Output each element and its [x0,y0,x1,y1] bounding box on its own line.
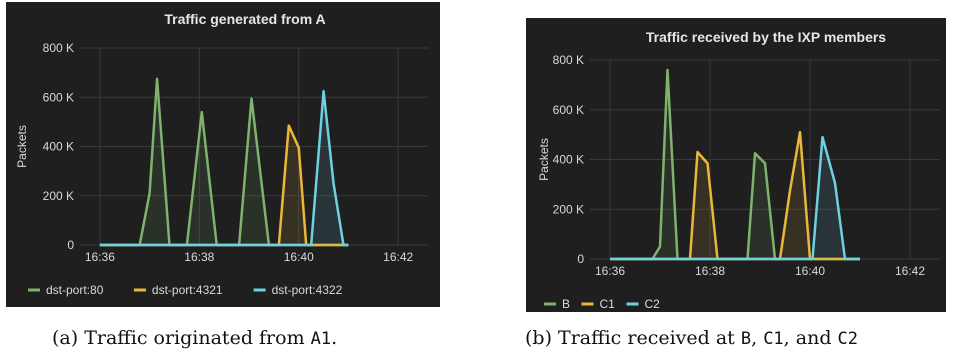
chart-title: Traffic generated from A [164,11,325,27]
caption-b: (b) Traffic received at B, C1, and C2 [525,327,858,349]
x-tick-label: 16:36 [595,264,625,278]
series-line-dst-port:4322 [99,89,349,247]
y-tick-label: 200 K [553,202,584,216]
caption-b-sep-2: , and [783,327,838,349]
caption-b-code-1: B [740,329,752,349]
chart-panel-b: 0 200 K 400 K 600 K 800 K 16:36 16:38 16:40 16:4… [526,18,946,312]
series-line-C2 [610,135,860,261]
legend-label: B [562,297,570,311]
y-axis-label: Packets [537,138,551,181]
legend-label: C2 [645,297,661,311]
caption-b-code-3: C2 [837,329,859,349]
y-tick-label: 600 K [553,103,584,117]
x-tick-label: 16:40 [795,264,825,278]
y-tick-label: 400 K [553,153,584,167]
series-area-dst-port:4321 [99,125,349,245]
y-tick-label: 400 K [43,140,74,154]
x-tick-label: 16:42 [895,264,925,278]
caption-a: (a) Traffic originated from A1. [52,327,337,349]
x-tick-label: 16:40 [284,250,314,264]
x-tick-label: 16:42 [383,250,413,264]
legend-item: C2 [626,297,661,311]
series-area-C1 [610,132,860,259]
legend-item: dst-port:4321 [133,283,223,297]
chart-a: 0 200 K 400 K 600 K 800 K 16:36 16:38 16:40 16:4… [15,11,428,297]
legend-item: dst-port:80 [28,283,104,297]
chart-panel-a: 0 200 K 400 K 600 K 800 K 16:36 16:38 16:40 16:4… [6,2,440,307]
caption-b-code-2: C1 [763,329,784,349]
chart-title: Traffic received by the IXP members [646,29,886,45]
legend-label: dst-port:4322 [272,283,343,297]
y-tick-label: 200 K [43,189,74,203]
legend-item: dst-port:4322 [253,283,343,297]
legend-item: C1 [581,297,616,311]
series-area-dst-port:4322 [99,91,349,245]
caption-a-code: A1 [310,329,332,349]
y-tick-label: 800 K [43,41,74,55]
grid [80,47,428,246]
y-tick-label: 0 [67,238,74,252]
caption-a-suffix: . [331,327,338,349]
y-tick-label: 600 K [43,90,74,104]
x-tick-label: 16:36 [85,250,115,264]
caption-b-sep-1: , [751,327,764,349]
x-tick-label: 16:38 [184,250,214,264]
series-area-B [610,69,860,259]
caption-b-text: (b) Traffic received at [525,327,741,349]
chart-b: 0 200 K 400 K 600 K 800 K 16:36 16:38 16:40 16:4… [537,29,940,311]
y-axis-label: Packets [15,125,29,168]
legend-label: dst-port:80 [46,283,104,297]
y-tick-label: 0 [577,252,584,266]
legend-item: B [544,297,570,311]
legend-label: dst-port:4321 [152,283,223,297]
series-area-C2 [610,137,860,259]
x-tick-label: 16:38 [695,264,725,278]
series-line-dst-port:4321 [99,124,349,247]
series-area-dst-port:80 [99,78,349,245]
legend-label: C1 [600,297,616,311]
y-tick-label: 800 K [553,53,584,67]
caption-a-text: (a) Traffic originated from [52,327,311,349]
series-line-dst-port:80 [99,77,349,247]
